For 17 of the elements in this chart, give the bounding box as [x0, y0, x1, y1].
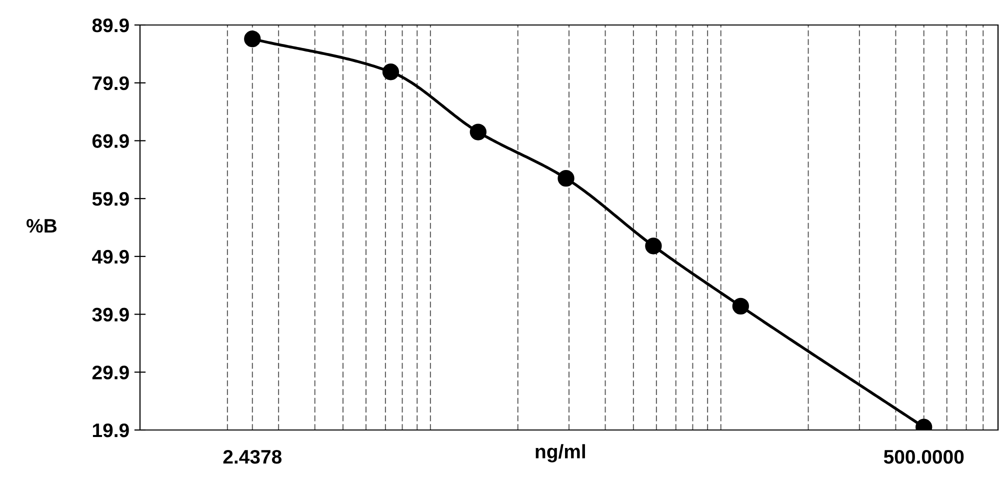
y-tick-label: 89.9: [92, 18, 129, 32]
point: [470, 124, 486, 140]
y-tick-label: 59.9: [92, 192, 129, 206]
point: [645, 238, 662, 254]
point: [558, 170, 574, 187]
y-tick-label: 39.9: [92, 308, 129, 322]
y-tick-label: 79.9: [92, 76, 129, 90]
x-axis-title: ng/ml: [536, 444, 585, 462]
y-tick-label: 69.9: [92, 134, 129, 148]
point: [382, 64, 400, 80]
x-tick-label: 500.0000: [884, 450, 964, 464]
y-tick-label: 29.9: [92, 366, 129, 380]
x-tick-label: 2.4378: [223, 450, 282, 464]
y-tick-label: 49.9: [92, 250, 129, 264]
y-axis-title: %B: [26, 219, 57, 233]
point: [732, 298, 749, 315]
y-tick-label: 19.9: [92, 423, 129, 438]
